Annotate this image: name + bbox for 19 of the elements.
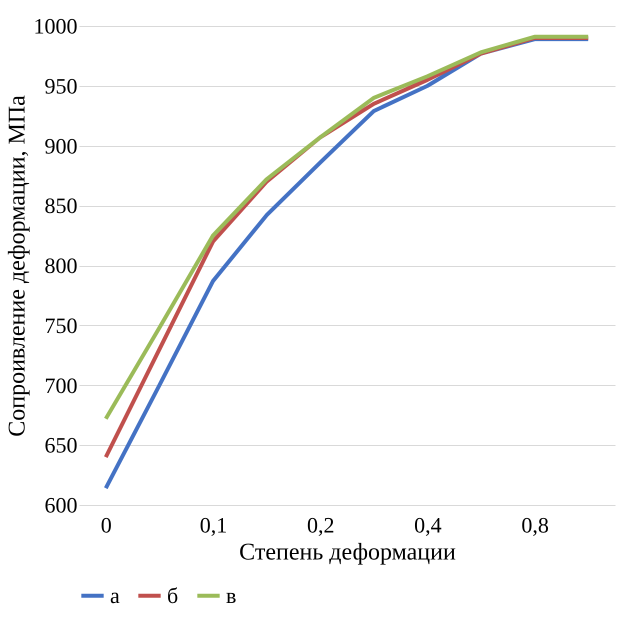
legend-label: в	[226, 582, 236, 608]
x-axis-title: Степень деформации	[239, 540, 456, 566]
y-tick-label: 900	[44, 133, 78, 158]
x-tick-label: 0,1	[200, 512, 228, 538]
y-axis-title: Сопроивление деформации, МПа	[4, 94, 30, 437]
legend-label: а	[110, 582, 120, 608]
y-tick-label: 950	[44, 73, 78, 98]
legend-label: б	[167, 582, 178, 608]
y-tick-label: 1000	[34, 14, 78, 38]
y-tick-label: 650	[44, 432, 78, 458]
x-tick-label: 0	[100, 512, 112, 538]
x-tick-label: 0,2	[306, 512, 334, 538]
x-tick-label: 0,8	[521, 512, 549, 538]
y-tick-label: 750	[44, 312, 78, 338]
y-tick-label: 850	[44, 193, 78, 218]
y-tick-label: 800	[44, 253, 78, 278]
x-tick-label: 0,4	[414, 512, 442, 538]
y-tick-label: 600	[44, 492, 78, 518]
y-tick-label: 700	[44, 372, 78, 398]
